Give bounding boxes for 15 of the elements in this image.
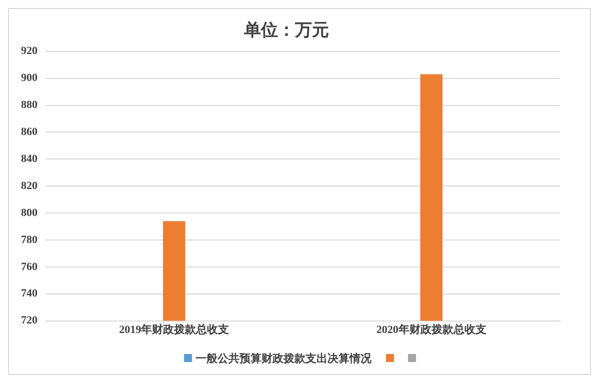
y-tick-label: 840 (21, 153, 38, 166)
y-tick-label: 900 (21, 72, 38, 84)
y-tick-label: 860 (21, 126, 38, 138)
legend-label: 一般公共预算财政拨款支出决算情况 (196, 352, 372, 366)
y-tick-label: 880 (21, 99, 38, 112)
chart-title: 单位：万元 (243, 20, 329, 40)
x-tick-label: 2020年财政拨款总收支 (376, 323, 486, 336)
y-tick-label: 920 (21, 45, 38, 58)
y-tick-label: 800 (21, 206, 38, 219)
y-tick-label: 740 (21, 288, 38, 300)
y-tick-label: 820 (21, 180, 38, 192)
x-tick-label: 2019年财政拨款总收支 (119, 323, 230, 336)
y-tick-label: 760 (21, 260, 38, 273)
y-tick-label: 780 (21, 234, 38, 246)
y-tick-label: 720 (21, 314, 38, 327)
